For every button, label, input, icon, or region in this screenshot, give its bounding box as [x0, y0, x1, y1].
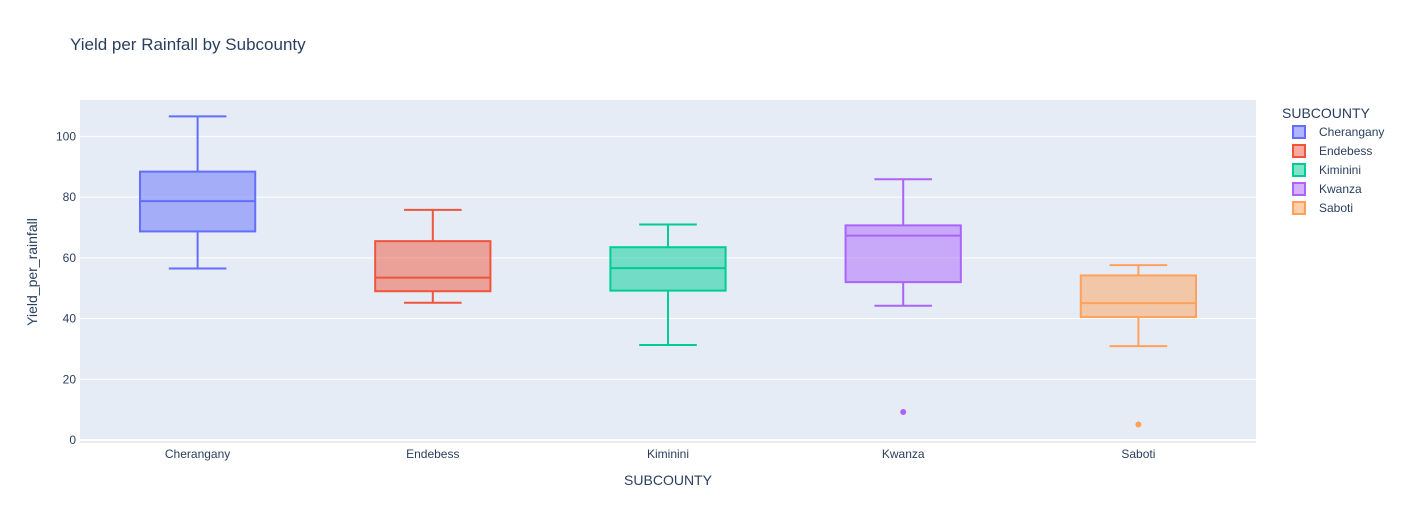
box-trace-cherangany[interactable] [138, 115, 257, 270]
y-tick-label: 100 [56, 129, 76, 143]
box-trace-kiminini[interactable] [609, 223, 727, 346]
iqr-box [374, 240, 492, 293]
legend-title: SUBCOUNTY [1282, 105, 1371, 121]
iqr-box [1079, 274, 1198, 319]
box-trace-saboti[interactable] [1079, 264, 1198, 428]
legend-swatch [1292, 144, 1306, 158]
y-tick-label: 20 [63, 372, 77, 386]
y-axis-ticks: 0 20 40 60 80 100 [56, 129, 76, 447]
box-trace-kwanza[interactable] [844, 178, 962, 416]
y-tick-label: 80 [63, 190, 77, 204]
x-tick-label: Kwanza [882, 447, 925, 461]
legend-label: Endebess [1319, 144, 1372, 158]
x-tick-label: Kiminini [647, 447, 689, 461]
legend-label: Kiminini [1319, 163, 1361, 177]
legend-item-endebess[interactable]: Endebess [1292, 144, 1372, 158]
legend-swatch [1292, 201, 1306, 215]
x-axis-ticks: Cherangany Endebess Kiminini Kwanza Saboti [165, 447, 1156, 461]
box-traces [138, 115, 1198, 428]
x-tick-label: Cherangany [165, 447, 230, 461]
legend-item-saboti[interactable]: Saboti [1292, 201, 1353, 215]
iqr-box [844, 224, 962, 284]
chart-title: Yield per Rainfall by Subcounty [70, 35, 306, 54]
x-tick-label: Saboti [1121, 447, 1155, 461]
legend-swatch [1292, 182, 1306, 196]
legend-swatch [1292, 163, 1306, 177]
y-tick-label: 0 [69, 433, 76, 447]
outlier-point [900, 409, 907, 416]
x-axis-title: SUBCOUNTY [624, 472, 713, 488]
y-axis-title: Yield_per_rainfall [24, 218, 40, 326]
x-tick-label: Endebess [406, 447, 459, 461]
y-tick-label: 40 [63, 312, 77, 326]
legend-label: Cherangany [1319, 125, 1384, 139]
legend-item-kiminini[interactable]: Kiminini [1292, 163, 1361, 177]
outlier-point [1135, 421, 1142, 428]
legend-label: Kwanza [1319, 182, 1362, 196]
legend-item-kwanza[interactable]: Kwanza [1292, 182, 1362, 196]
legend-label: Saboti [1319, 201, 1353, 215]
y-tick-label: 60 [63, 251, 77, 265]
legend-item-cherangany[interactable]: Cherangany [1292, 125, 1384, 139]
box-trace-endebess[interactable] [374, 208, 492, 304]
legend[interactable]: Cherangany Endebess Kiminini Kwanza Saboti [1292, 125, 1384, 215]
legend-swatch [1292, 125, 1306, 139]
